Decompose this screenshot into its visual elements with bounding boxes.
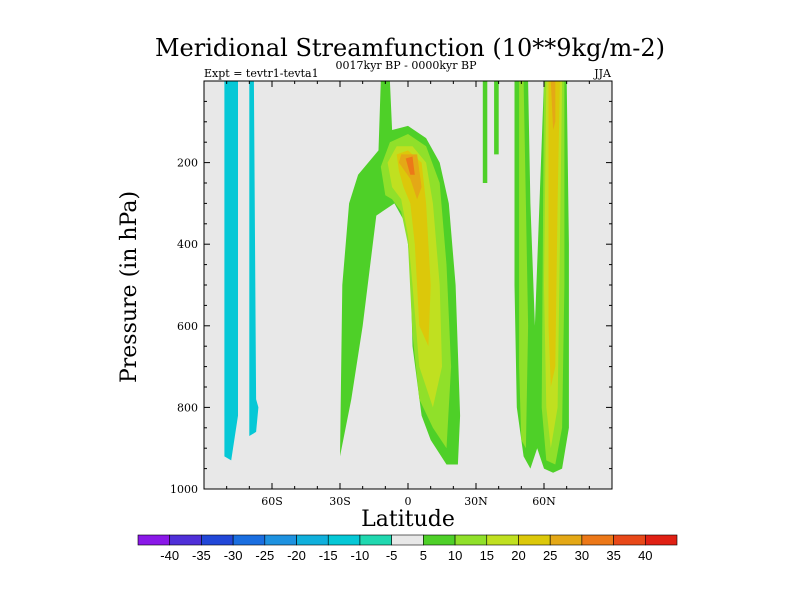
colorbar-label: -40 — [160, 548, 179, 563]
colorbar-label: -25 — [255, 548, 274, 563]
colorbar-swatch — [359, 534, 392, 546]
colorbar-label: -5 — [386, 548, 398, 563]
period-label: 0017kyr BP - 0000kyr BP — [336, 59, 478, 72]
contour-region-hadley-cell-30 — [405, 156, 415, 175]
x-tick-label: 0 — [405, 495, 412, 508]
contour-region-nh-polar-20 — [548, 81, 560, 387]
colorbar-swatch — [644, 534, 678, 546]
colorbar-swatch — [581, 534, 614, 546]
axis-ticks: 60S 30S 0 30N 60N 200 400 600 800 1000 — [170, 81, 612, 508]
y-axis-label: Pressure (in hPa) — [117, 191, 142, 383]
colorbar-label: 30 — [575, 548, 589, 563]
contour-region-sh-polar-negative-cell — [224, 81, 238, 461]
colorbar-label: 5 — [420, 548, 427, 563]
experiment-label: Expt = tevtr1-tevta1 — [204, 67, 319, 80]
colorbar-label: -15 — [319, 548, 338, 563]
colorbar-swatch — [486, 534, 519, 546]
contour-regions — [224, 81, 569, 473]
chart-title: Meridional Streamfunction (10**9kg/m-2) — [155, 34, 665, 62]
colorbar-swatch — [169, 534, 202, 546]
colorbar-label: 15 — [480, 548, 494, 563]
y-tick-label: 600 — [177, 320, 198, 333]
colorbar-swatch — [549, 534, 583, 546]
x-tick-label: 30N — [464, 495, 488, 508]
season-label: JJA — [593, 67, 612, 80]
colorbar-swatch — [137, 534, 171, 546]
colorbar-swatch — [232, 534, 266, 546]
y-tick-label: 800 — [177, 401, 198, 414]
colorbar-swatch — [454, 534, 488, 546]
colorbar-swatch — [613, 534, 646, 546]
contour-region-nh-ferrel-10 — [519, 81, 529, 449]
contour-region-sh-subpolar-negative-strip — [249, 81, 259, 436]
x-axis-label: Latitude — [361, 507, 455, 532]
colorbar-label: 35 — [606, 548, 620, 563]
y-tick-label: 400 — [177, 238, 198, 251]
colorbar-label: -10 — [351, 548, 370, 563]
contour-region-equatorial-upper-strip — [482, 81, 488, 183]
colorbar-label: -20 — [287, 548, 306, 563]
colorbar-label: 25 — [543, 548, 557, 563]
colorbar-label: 10 — [448, 548, 462, 563]
colorbar-swatch — [327, 534, 361, 546]
contour-region-midlat-strip-1 — [494, 81, 499, 155]
colorbar-label: 20 — [511, 548, 525, 563]
y-tick-label: 200 — [177, 157, 198, 170]
x-tick-label: 30S — [329, 495, 351, 508]
colorbar: -40 -35 -30 -25 -20 -15 -10 -5 5 10 15 20 25 30 35 40 — [137, 534, 678, 563]
colorbar-label: -30 — [224, 548, 243, 563]
colorbar-swatch — [296, 534, 329, 546]
colorbar-swatch — [201, 534, 234, 546]
contour-region-nh-polar-25 — [550, 81, 556, 130]
x-tick-label: 60N — [532, 495, 556, 508]
colorbar-swatch — [423, 534, 456, 546]
contour-region-hadley-cell-25 — [398, 154, 422, 200]
colorbar-label: -35 — [192, 548, 211, 563]
colorbar-label: 40 — [638, 548, 652, 563]
y-tick-label: 1000 — [170, 483, 198, 496]
colorbar-swatch — [518, 534, 551, 546]
colorbar-swatch — [264, 534, 297, 546]
contour-region-hadley-cell-20 — [396, 150, 431, 347]
colorbar-swatch — [391, 534, 424, 546]
x-tick-label: 60S — [261, 495, 283, 508]
